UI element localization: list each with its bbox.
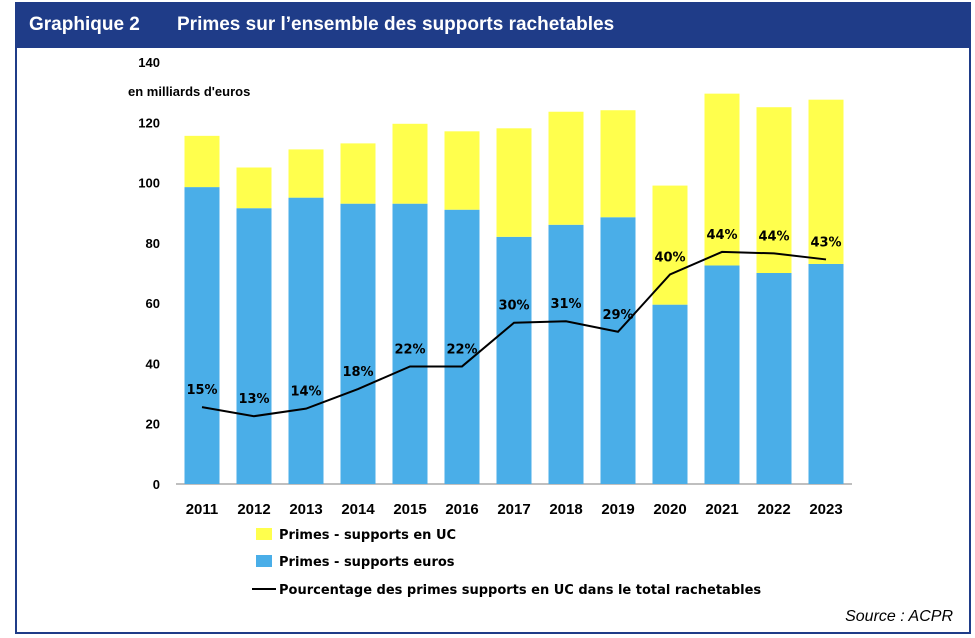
y-tick-label: 40	[146, 356, 160, 371]
y-tick-label: 140	[138, 55, 160, 70]
bar-euros	[444, 209, 480, 484]
bar-uc	[496, 128, 532, 237]
legend-entry-label: Primes - supports en UC	[279, 528, 456, 543]
bar-euros	[236, 208, 272, 484]
x-tick-label: 2022	[757, 501, 790, 518]
percentage-label: 18%	[342, 365, 373, 380]
bar-euros	[808, 263, 844, 484]
bar-uc	[600, 110, 636, 218]
bar-euros	[600, 217, 636, 484]
bar-euros	[548, 224, 584, 484]
bar-uc	[652, 185, 688, 305]
y-tick-label: 80	[146, 236, 160, 251]
bar-uc	[236, 167, 272, 209]
y-tick-label: 120	[138, 115, 160, 130]
percentage-label: 22%	[446, 342, 477, 357]
percentage-polyline	[201, 250, 827, 418]
percentage-label: 44%	[758, 229, 789, 244]
percentage-label: 22%	[394, 342, 425, 357]
bars	[184, 93, 844, 485]
percentage-label: 31%	[550, 297, 581, 312]
bar-uc	[808, 99, 844, 264]
bar-euros	[704, 265, 740, 484]
percentage-label: 13%	[238, 392, 269, 407]
bar-uc	[392, 123, 428, 204]
x-tick-label: 2019	[601, 501, 634, 518]
percentage-label: 15%	[186, 383, 217, 398]
percentage-label: 14%	[290, 385, 321, 400]
legend-entry-label: Primes - supports euros	[279, 555, 455, 570]
y-tick-label: 100	[138, 176, 160, 191]
percentage-label: 44%	[706, 228, 737, 243]
x-tick-label: 2012	[237, 501, 270, 518]
bar-uc	[288, 149, 324, 198]
percentage-label: 40%	[654, 251, 685, 266]
legend-entry-label: Pourcentage des primes supports en UC da…	[279, 583, 761, 598]
bar-uc	[548, 111, 584, 225]
percentage-label: 43%	[810, 235, 841, 250]
y-axis-unit-label: en milliards d'euros	[128, 84, 250, 99]
percentage-line	[201, 250, 827, 418]
source-note: Source : ACPR	[845, 608, 953, 625]
y-tick-label: 60	[146, 296, 160, 311]
x-tick-label: 2015	[393, 501, 426, 518]
x-tick-label: 2023	[809, 501, 842, 518]
percentage-labels: 15% 13% 14% 18% 22% 22% 30% 31% 29% 40% 44% 44% 43%	[186, 228, 841, 407]
legend-swatch	[256, 528, 272, 540]
x-tick-label: 2021	[705, 501, 738, 518]
bar-uc	[444, 131, 480, 210]
bar-uc	[340, 143, 376, 204]
chart-title: Primes sur l’ensemble des supports rache…	[177, 14, 615, 35]
x-tick-label: 2013	[289, 501, 322, 518]
bar-euros	[184, 187, 220, 485]
bar-uc	[704, 93, 740, 266]
bar-euros	[288, 197, 324, 484]
legend-swatch	[256, 555, 272, 567]
x-tick-label: 2014	[341, 501, 375, 518]
percentage-label: 29%	[602, 308, 633, 323]
legend: Primes - supports en UC Primes - supports…	[252, 528, 761, 598]
y-tick-label: 0	[153, 477, 160, 492]
percentage-label: 30%	[498, 299, 529, 314]
chart-header: Graphique 2 Primes sur l’ensemble des su…	[17, 4, 969, 48]
bar-euros	[496, 236, 532, 484]
x-tick-label: 2017	[497, 501, 530, 518]
bar-uc	[184, 135, 220, 188]
bar-uc	[756, 107, 792, 273]
bar-euros	[652, 304, 688, 484]
bar-euros	[756, 273, 792, 484]
x-tick-label: 2020	[653, 501, 686, 518]
y-tick-label: 20	[146, 417, 160, 432]
bar-euros	[340, 203, 376, 484]
bar-euros	[392, 203, 428, 484]
x-tick-label: 2011	[186, 501, 219, 518]
x-tick-label: 2018	[549, 501, 582, 518]
figure-number: Graphique 2	[29, 14, 140, 35]
x-tick-label: 2016	[445, 501, 478, 518]
